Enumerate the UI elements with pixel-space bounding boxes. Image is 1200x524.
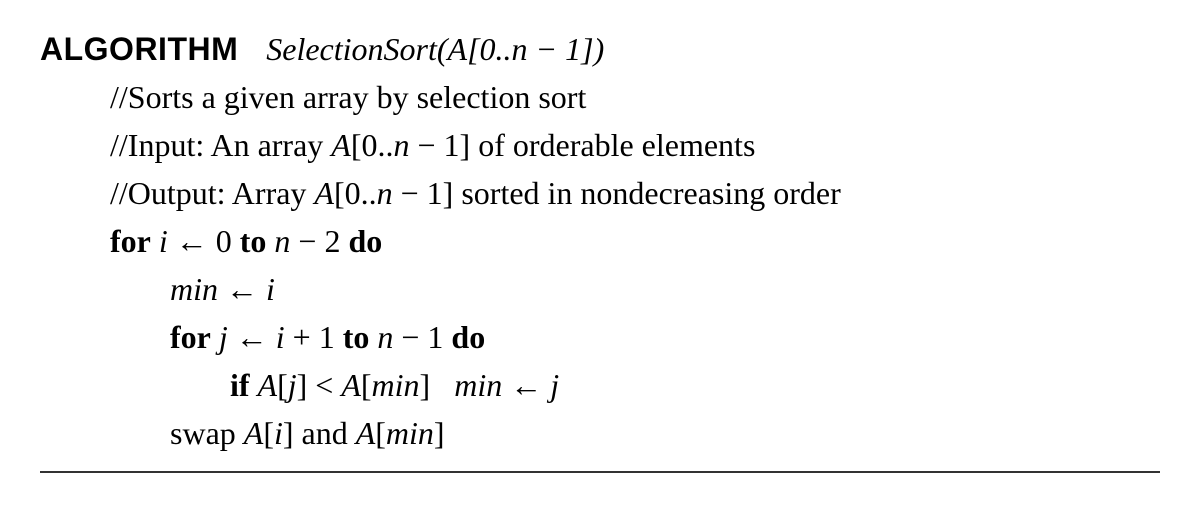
- for-inner: for j ← i + 1 to n − 1 do: [170, 313, 1160, 361]
- for-outer: for i ← 0 to n − 2 do: [110, 217, 1160, 265]
- bottom-rule: [40, 471, 1160, 473]
- swap-line: swap A[i] and A[min]: [170, 409, 1160, 457]
- algorithm-keyword: ALGORITHM: [40, 31, 238, 67]
- comment-line: //Output: Array A[0..n − 1] sorted in no…: [110, 169, 1160, 217]
- algorithm-header: ALGORITHM SelectionSort(A[0..n − 1]): [40, 25, 1160, 73]
- assign-min: min ← i: [170, 265, 1160, 313]
- if-line: if A[j] < A[min] min ← j: [230, 361, 1160, 409]
- comment-line: //Input: An array A[0..n − 1] of orderab…: [110, 121, 1160, 169]
- algorithm-body: //Sorts a given array by selection sort …: [110, 73, 1160, 457]
- algorithm-name: SelectionSort(A[0..n − 1]): [246, 31, 604, 67]
- comment-line: //Sorts a given array by selection sort: [110, 73, 1160, 121]
